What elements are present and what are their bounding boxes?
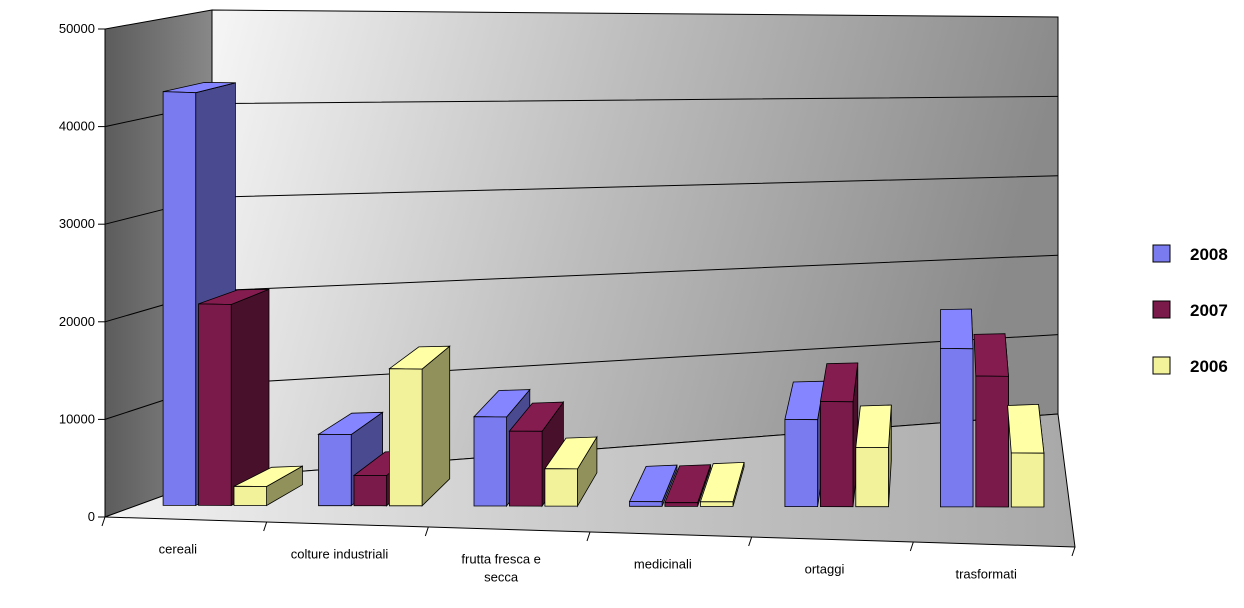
legend-label: 2007	[1190, 301, 1228, 320]
legend-swatch	[1152, 356, 1171, 375]
bar	[699, 461, 745, 507]
bar	[939, 308, 974, 508]
y-tick-label: 40000	[59, 119, 95, 134]
x-tick-mark	[586, 531, 591, 542]
category-label: frutta fresca e secca	[461, 552, 540, 585]
y-tick-label: 0	[88, 509, 95, 524]
bar-front-face	[388, 368, 423, 507]
y-tick-label: 10000	[59, 411, 95, 426]
bar	[819, 362, 859, 508]
x-tick-mark	[748, 536, 753, 547]
bar	[973, 333, 1009, 508]
y-tick-label: 30000	[59, 216, 95, 231]
bar-front-face	[940, 347, 974, 508]
bar-front-face	[664, 502, 698, 507]
bar	[628, 464, 678, 507]
legend-label: 2008	[1190, 245, 1228, 264]
legend-item: 2008	[1152, 244, 1228, 264]
legend-swatch	[1152, 244, 1171, 263]
legend-label: 2006	[1190, 357, 1228, 376]
bar	[198, 288, 270, 507]
bar	[544, 435, 598, 508]
back-wall	[211, 9, 1059, 479]
bar-front-face	[855, 446, 889, 508]
x-tick-mark	[101, 516, 106, 527]
category-label: ortaggi	[805, 562, 845, 577]
x-tick-mark	[909, 541, 914, 552]
bar	[233, 465, 303, 507]
category-label: cereali	[159, 542, 197, 557]
bar-top-face	[939, 308, 974, 350]
bar-front-face	[162, 91, 197, 506]
legend-item: 2007	[1152, 300, 1228, 320]
bar-front-face	[508, 430, 543, 507]
bar-side-face	[421, 345, 451, 507]
bar-front-face	[1010, 452, 1045, 508]
bar-front-face	[975, 375, 1009, 508]
category-label: colture industriali	[291, 547, 389, 562]
bar	[784, 380, 825, 508]
bar	[1007, 403, 1045, 508]
bar-front-face	[198, 303, 232, 506]
bar	[664, 464, 712, 507]
bar-front-face	[473, 416, 508, 507]
legend-swatch	[1152, 300, 1171, 319]
bar-front-face	[784, 418, 818, 508]
y-tick-label: 50000	[59, 21, 95, 36]
bar	[317, 411, 384, 507]
x-tick-mark	[1071, 546, 1076, 557]
bar-top-face	[973, 333, 1009, 377]
bar-front-face	[820, 401, 854, 508]
category-label: trasformati	[955, 567, 1017, 582]
bar-front-face	[318, 433, 352, 507]
x-tick-mark	[263, 521, 268, 532]
y-tick-label: 20000	[59, 314, 95, 329]
bar-front-face	[629, 501, 663, 507]
category-label: medicinali	[634, 557, 692, 572]
bar-front-face	[544, 468, 578, 507]
bar-front-face	[353, 474, 388, 507]
legend-item: 2006	[1152, 356, 1228, 376]
bar	[388, 345, 451, 507]
bar	[855, 404, 892, 508]
x-tick-mark	[424, 526, 429, 537]
bar-top-face	[855, 404, 892, 449]
bar-front-face	[233, 485, 268, 506]
bar-top-face	[819, 362, 859, 403]
bar-front-face	[700, 501, 734, 507]
bar-top-face	[1007, 403, 1045, 454]
